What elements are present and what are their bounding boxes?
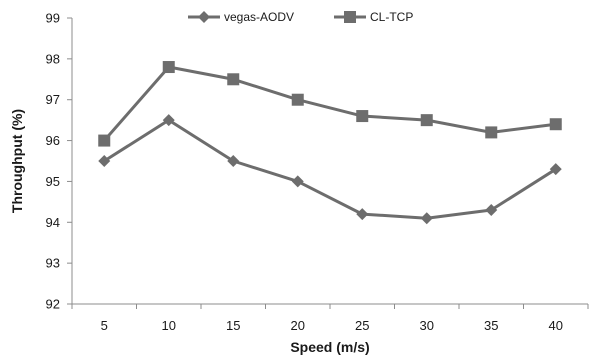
legend-item-cl-tcp: CL-TCP (334, 10, 413, 24)
legend: vegas-AODV CL-TCP (188, 10, 413, 24)
data-point-cl-tcp (227, 73, 240, 86)
data-point-cl-tcp (356, 110, 369, 123)
y-tick-label: 93 (46, 256, 60, 271)
y-tick-label: 92 (46, 297, 60, 312)
data-point-vegas-aodv (549, 163, 562, 176)
x-tick-label: 40 (549, 318, 563, 333)
series-line-vegas-aodv (103, 118, 557, 220)
x-tick-label: 5 (101, 318, 108, 333)
data-point-cl-tcp (291, 93, 304, 106)
x-tick-label: 25 (355, 318, 369, 333)
legend-label-vegas-aodv: vegas-AODV (224, 10, 294, 24)
x-tick-label: 15 (226, 318, 240, 333)
y-tick-label: 97 (46, 92, 60, 107)
data-point-vegas-aodv (291, 175, 304, 188)
series-vegas-aodv (98, 114, 562, 225)
x-ticks: 5 10 15 20 25 30 35 40 (71, 304, 589, 333)
x-tick-label: 35 (484, 318, 498, 333)
series-line-cl-tcp (103, 65, 556, 142)
data-point-cl-tcp (162, 61, 175, 74)
data-point-vegas-aodv (227, 155, 240, 167)
data-point-cl-tcp (549, 118, 562, 131)
legend-item-vegas-aodv: vegas-AODV (188, 10, 294, 24)
axes (71, 18, 588, 305)
legend-square-marker-icon (344, 11, 356, 23)
legend-diamond-marker-icon (198, 11, 210, 23)
y-tick-label: 96 (46, 133, 60, 148)
y-ticks: 92 93 94 95 96 97 98 99 (46, 11, 72, 312)
data-point-vegas-aodv (98, 155, 111, 167)
x-tick-label: 10 (162, 318, 176, 333)
x-tick-label: 30 (420, 318, 434, 333)
data-point-vegas-aodv (356, 208, 369, 221)
data-point-vegas-aodv (420, 212, 433, 225)
data-point-vegas-aodv (162, 114, 175, 127)
y-tick-label: 94 (46, 215, 60, 230)
y-tick-label: 99 (46, 11, 60, 26)
data-point-vegas-aodv (485, 204, 498, 217)
x-axis-title: Speed (m/s) (290, 339, 369, 355)
data-point-cl-tcp (420, 114, 433, 127)
y-axis-title: Throughput (%) (9, 109, 25, 213)
data-point-cl-tcp (98, 134, 111, 147)
x-tick-label: 20 (291, 318, 305, 333)
series-cl-tcp (98, 61, 562, 147)
data-point-cl-tcp (485, 126, 498, 139)
series-layer (98, 61, 562, 225)
y-tick-label: 98 (46, 51, 60, 66)
y-tick-label: 95 (46, 174, 60, 189)
legend-label-cl-tcp: CL-TCP (370, 10, 413, 24)
